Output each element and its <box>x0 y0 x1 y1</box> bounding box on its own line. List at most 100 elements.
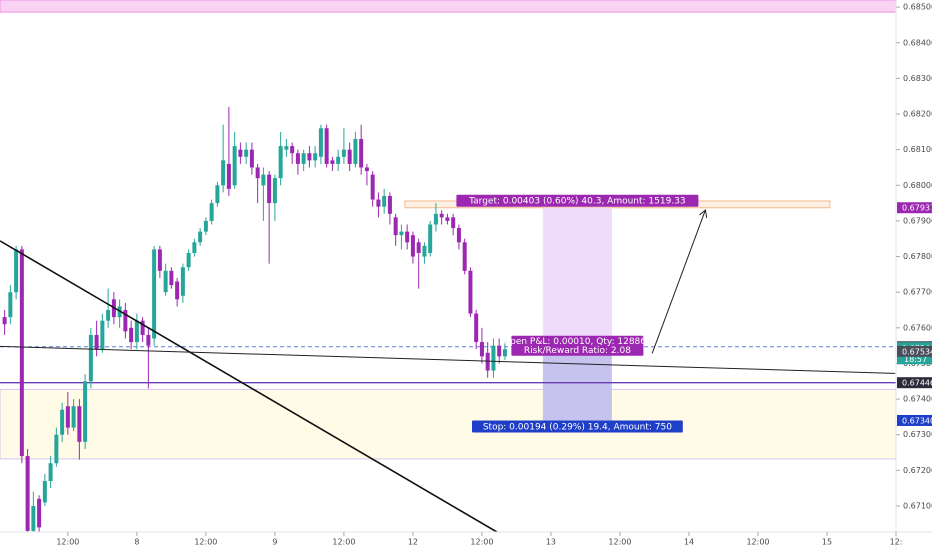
candle-body <box>123 310 128 332</box>
candle-body <box>238 149 243 157</box>
price-badge <box>897 414 932 426</box>
price-badge <box>897 377 932 389</box>
x-tick-label: 12:00 <box>470 538 493 547</box>
candle-body <box>405 231 410 243</box>
candle-body <box>157 249 162 271</box>
zone <box>0 388 896 460</box>
candle-body <box>8 292 13 318</box>
candle-body <box>456 228 461 243</box>
candle-body <box>416 242 421 253</box>
position-label: Target: 0.00403 (0.60%) 40.3, Amount: 15… <box>468 197 686 207</box>
candle-body <box>100 320 105 350</box>
candle-body <box>226 163 231 189</box>
candle-body <box>347 149 352 164</box>
candle-body <box>60 409 65 435</box>
candle-body <box>284 146 289 150</box>
x-tick-label: 9 <box>272 538 277 547</box>
arrow <box>651 211 705 354</box>
candle-body <box>186 252 191 268</box>
x-tick-label: 14 <box>684 538 694 547</box>
y-tick-label: 0.67100 <box>903 501 932 510</box>
x-tick-label: 12:00 <box>746 538 769 547</box>
label-box <box>471 420 683 433</box>
price-badge-label: 0.67937 <box>902 204 932 213</box>
candle-body <box>192 242 197 253</box>
candle-body <box>301 153 306 164</box>
rr-label: Risk/Reward Ratio: 2.08 <box>524 346 631 356</box>
candle-body <box>2 317 7 325</box>
candle-body <box>410 235 415 257</box>
candle-body <box>65 406 70 428</box>
candle-body <box>445 217 450 221</box>
candle-body <box>88 334 93 382</box>
candle-body <box>497 345 502 357</box>
x-tick-label: 12 <box>408 538 418 547</box>
candle-body <box>295 153 300 164</box>
candle-body <box>163 270 168 293</box>
candle-body <box>152 249 157 339</box>
candle-body <box>336 156 341 164</box>
candle-body <box>428 224 433 253</box>
label-box <box>456 194 699 207</box>
candle-body <box>359 138 364 168</box>
pnl-label: Open P&L: 0.00010, Qty: 128865 <box>503 337 652 347</box>
candle-body <box>180 267 185 296</box>
candle-body <box>244 149 249 157</box>
candle-body <box>387 195 392 214</box>
candle-body <box>474 313 479 343</box>
price-badge-label: 0.67340 <box>902 416 932 425</box>
price-badge <box>897 202 932 214</box>
candle-body <box>272 178 277 204</box>
x-tick-label: 15 <box>822 538 832 547</box>
candle-body <box>341 149 346 157</box>
trend-line <box>0 345 896 374</box>
candle-body <box>71 406 76 428</box>
candle-body <box>462 242 467 271</box>
candle-body <box>146 334 151 346</box>
x-tick-label: 12:00 <box>332 538 355 547</box>
label-box <box>511 335 644 356</box>
candle-body <box>129 327 134 343</box>
candle-body <box>221 160 226 186</box>
x-tick-label: 8 <box>134 538 139 547</box>
countdown-label: 18:57 <box>904 355 927 364</box>
candle-body <box>106 310 111 321</box>
candle-body <box>278 146 283 179</box>
x-tick-label: 12:00 <box>56 538 79 547</box>
price-badge-label: 0.67534 <box>902 347 932 356</box>
candle-body <box>370 174 375 200</box>
candle-body <box>451 217 456 229</box>
zone <box>0 0 896 13</box>
candle-body <box>215 185 220 204</box>
candle-body <box>232 146 237 186</box>
candle-body <box>382 195 387 207</box>
candle-body <box>318 128 323 157</box>
x-tick-label: 12: <box>890 538 903 547</box>
candle-body <box>54 434 59 464</box>
candle-body <box>140 320 145 335</box>
candle-body <box>134 320 139 343</box>
candle-body <box>198 231 203 243</box>
candle-body <box>31 505 36 531</box>
candle-body <box>502 349 507 357</box>
candle-body <box>203 220 208 232</box>
candle-body <box>353 138 358 164</box>
candle-body <box>364 167 369 172</box>
trend-line <box>0 240 498 532</box>
x-tick-label: 13 <box>546 538 556 547</box>
candle-body <box>14 249 19 293</box>
candle-body <box>19 249 24 457</box>
candle-body <box>290 146 295 154</box>
candle-body <box>37 498 42 528</box>
countdown-badge <box>897 353 932 365</box>
candle-body <box>485 352 490 371</box>
